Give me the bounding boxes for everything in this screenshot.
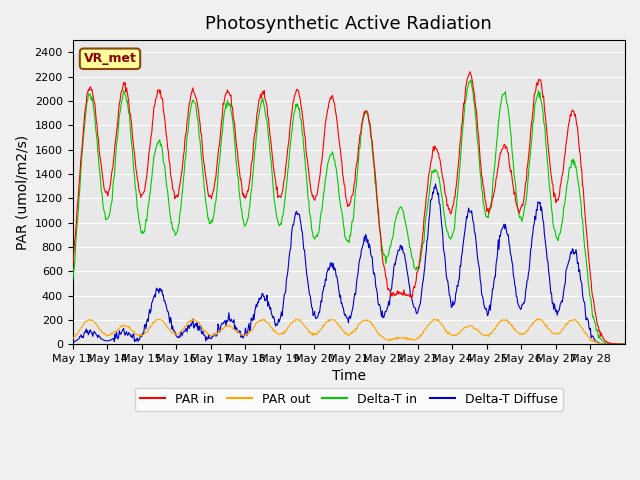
Title: Photosynthetic Active Radiation: Photosynthetic Active Radiation [205, 15, 492, 33]
Legend: PAR in, PAR out, Delta-T in, Delta-T Diffuse: PAR in, PAR out, Delta-T in, Delta-T Dif… [134, 388, 563, 411]
Text: VR_met: VR_met [84, 52, 136, 65]
X-axis label: Time: Time [332, 370, 366, 384]
Y-axis label: PAR (umol/m2/s): PAR (umol/m2/s) [15, 134, 29, 250]
